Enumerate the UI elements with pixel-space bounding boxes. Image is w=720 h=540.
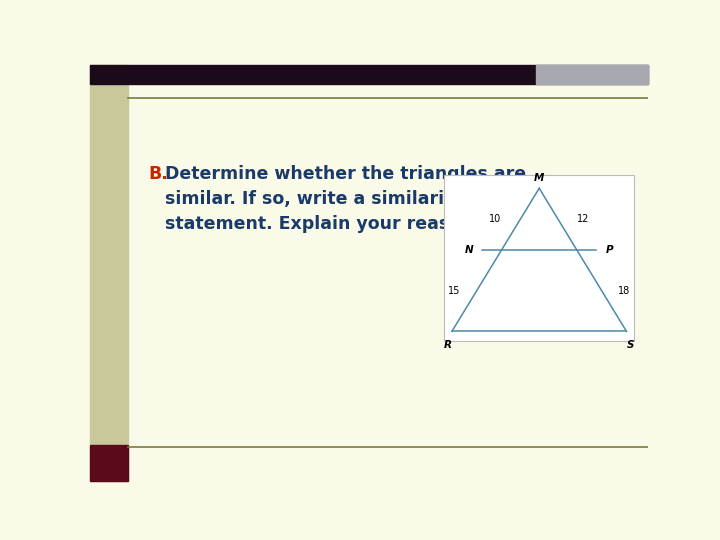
Bar <box>444 175 634 341</box>
Bar <box>90 446 128 481</box>
Text: 18: 18 <box>618 286 631 295</box>
Text: Determine whether the triangles are
similar. If so, write a similarity
statement: Determine whether the triangles are simi… <box>166 165 526 233</box>
Bar <box>536 65 648 84</box>
Text: N: N <box>464 245 473 255</box>
Text: R: R <box>444 340 452 349</box>
Text: 12: 12 <box>577 214 589 224</box>
Bar <box>90 65 648 84</box>
Text: 15: 15 <box>448 286 460 295</box>
Text: M: M <box>534 173 544 183</box>
Text: P: P <box>606 245 613 255</box>
Text: 10: 10 <box>490 214 502 224</box>
Text: S: S <box>626 340 634 349</box>
Bar <box>90 65 128 481</box>
Text: B.: B. <box>148 165 168 183</box>
